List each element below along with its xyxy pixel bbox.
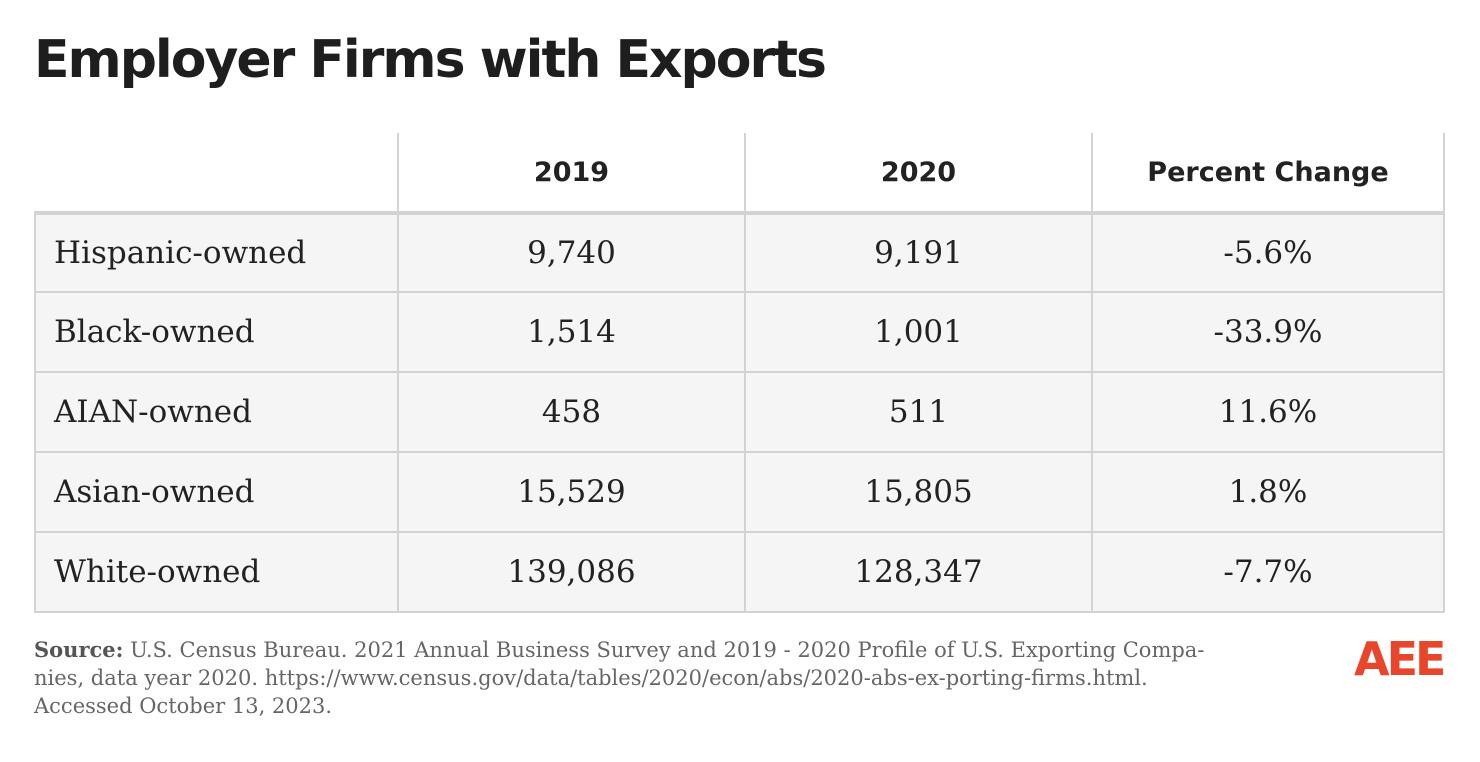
table-cell: 15,529: [399, 453, 746, 533]
source-line: nies, data year 2020. https://www.census…: [34, 666, 1148, 690]
row-label: Asian-owned: [34, 453, 399, 533]
header-cell: Percent Change: [1093, 133, 1445, 213]
source-label: Source:: [34, 637, 124, 662]
table-row: AIAN-owned 458 511 11.6%: [34, 373, 1445, 453]
table-cell: 128,347: [746, 533, 1093, 613]
header-empty-cell: [34, 133, 399, 213]
table: 2019 2020 Percent Change Hispanic-owned 9,7…: [34, 133, 1445, 613]
table-row: Hispanic-owned 9,740 9,191 -5.6%: [34, 213, 1445, 293]
source: Source: U.S. Census Bureau. 2021 Annual …: [34, 636, 1334, 720]
source-line: Source: U.S. Census Bureau. 2021 Annual …: [34, 636, 1334, 664]
row-label: Hispanic-owned: [34, 213, 399, 293]
table-cell: 15,805: [746, 453, 1093, 533]
logo: AEE: [1354, 632, 1446, 686]
table-row: White-owned 139,086 128,347 -7.7%: [34, 533, 1445, 613]
table-cell: 9,191: [746, 213, 1093, 293]
source-text: U.S. Census Bureau. 2021 Annual Business…: [130, 638, 1205, 662]
table-cell: 458: [399, 373, 746, 453]
row-label: AIAN-owned: [34, 373, 399, 453]
table-cell: 9,740: [399, 213, 746, 293]
table-cell: 139,086: [399, 533, 746, 613]
table-cell: -5.6%: [1093, 213, 1445, 293]
table-cell: 511: [746, 373, 1093, 453]
source-line: Accessed October 13, 2023.: [34, 694, 333, 718]
table-cell: 1.8%: [1093, 453, 1445, 533]
table-cell: -7.7%: [1093, 533, 1445, 613]
table-row: Black-owned 1,514 1,001 -33.9%: [34, 293, 1445, 373]
table-cell: 1,514: [399, 293, 746, 373]
row-label: White-owned: [34, 533, 399, 613]
table-row: Asian-owned 15,529 15,805 1.8%: [34, 453, 1445, 533]
table-cell: -33.9%: [1093, 293, 1445, 373]
row-label: Black-owned: [34, 293, 399, 373]
header-cell: 2020: [746, 133, 1093, 213]
header-cell: 2019: [399, 133, 746, 213]
title: Employer Firms with Exports: [34, 30, 827, 90]
table-cell: 1,001: [746, 293, 1093, 373]
table-cell: 11.6%: [1093, 373, 1445, 453]
header-row: 2019 2020 Percent Change: [34, 133, 1445, 213]
